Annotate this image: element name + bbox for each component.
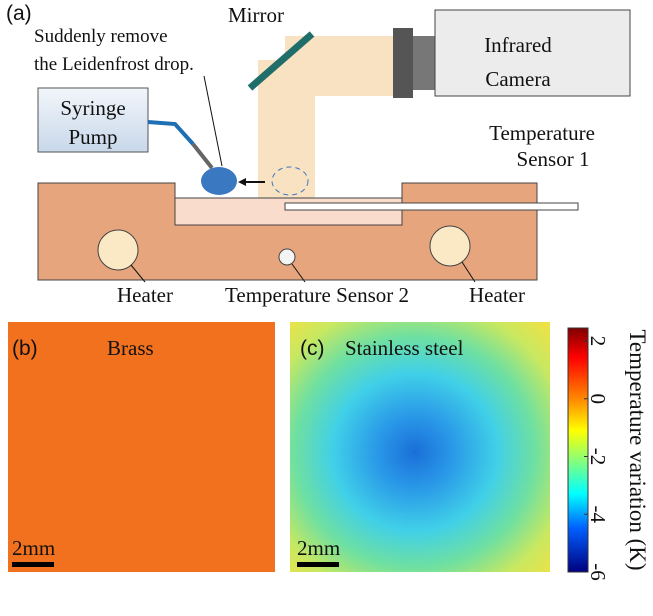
arrow-head: [238, 178, 246, 186]
pump-label: Pump: [68, 125, 117, 149]
panel-title: Brass: [107, 336, 154, 360]
heater-label: Heater: [117, 283, 173, 307]
pump-label: Syringe: [60, 96, 125, 120]
panel-title: Stainless steel: [345, 336, 464, 360]
tick-label: -2: [586, 448, 610, 466]
lens: [393, 28, 413, 98]
note: Suddenly remove: [34, 26, 168, 47]
panel-label: (a): [6, 2, 32, 25]
mirror-label: Mirror: [228, 3, 284, 27]
tick-label: 0: [586, 393, 610, 404]
sensor-label: Temperature: [489, 121, 595, 145]
tick-label: -6: [586, 563, 610, 581]
colorbar: [568, 328, 588, 572]
scale-label: 2mm: [12, 536, 55, 560]
heater: [430, 226, 470, 266]
tick-label: -4: [586, 505, 610, 523]
drop: [201, 167, 237, 195]
tick-label: 2: [586, 336, 610, 347]
sensor-label: Temperature Sensor 2: [225, 283, 409, 307]
sample: [175, 198, 402, 225]
beam: [258, 60, 315, 200]
sensor-rod: [285, 203, 578, 210]
camera-label: Infrared: [484, 33, 552, 57]
tube: [148, 122, 193, 144]
colorbar-title: Temperature variation (K): [625, 329, 650, 570]
scale-label: 2mm: [297, 536, 340, 560]
heater: [98, 230, 138, 270]
needle: [193, 144, 212, 168]
scale-bar: [12, 562, 54, 567]
camera-label: Camera: [485, 67, 551, 91]
sensor-label: Sensor 1: [517, 147, 590, 171]
panel-label: (c): [300, 337, 325, 360]
scale-bar: [297, 562, 339, 567]
sensor: [279, 249, 295, 265]
pointer: [204, 76, 222, 166]
panel-label: (b): [12, 337, 38, 360]
heater-label: Heater: [469, 283, 525, 307]
figure: (a) Mirror Infrared Camera Suddenly remo…: [0, 0, 653, 611]
note: the Leidenfrost drop.: [34, 54, 194, 75]
lens: [413, 36, 435, 90]
